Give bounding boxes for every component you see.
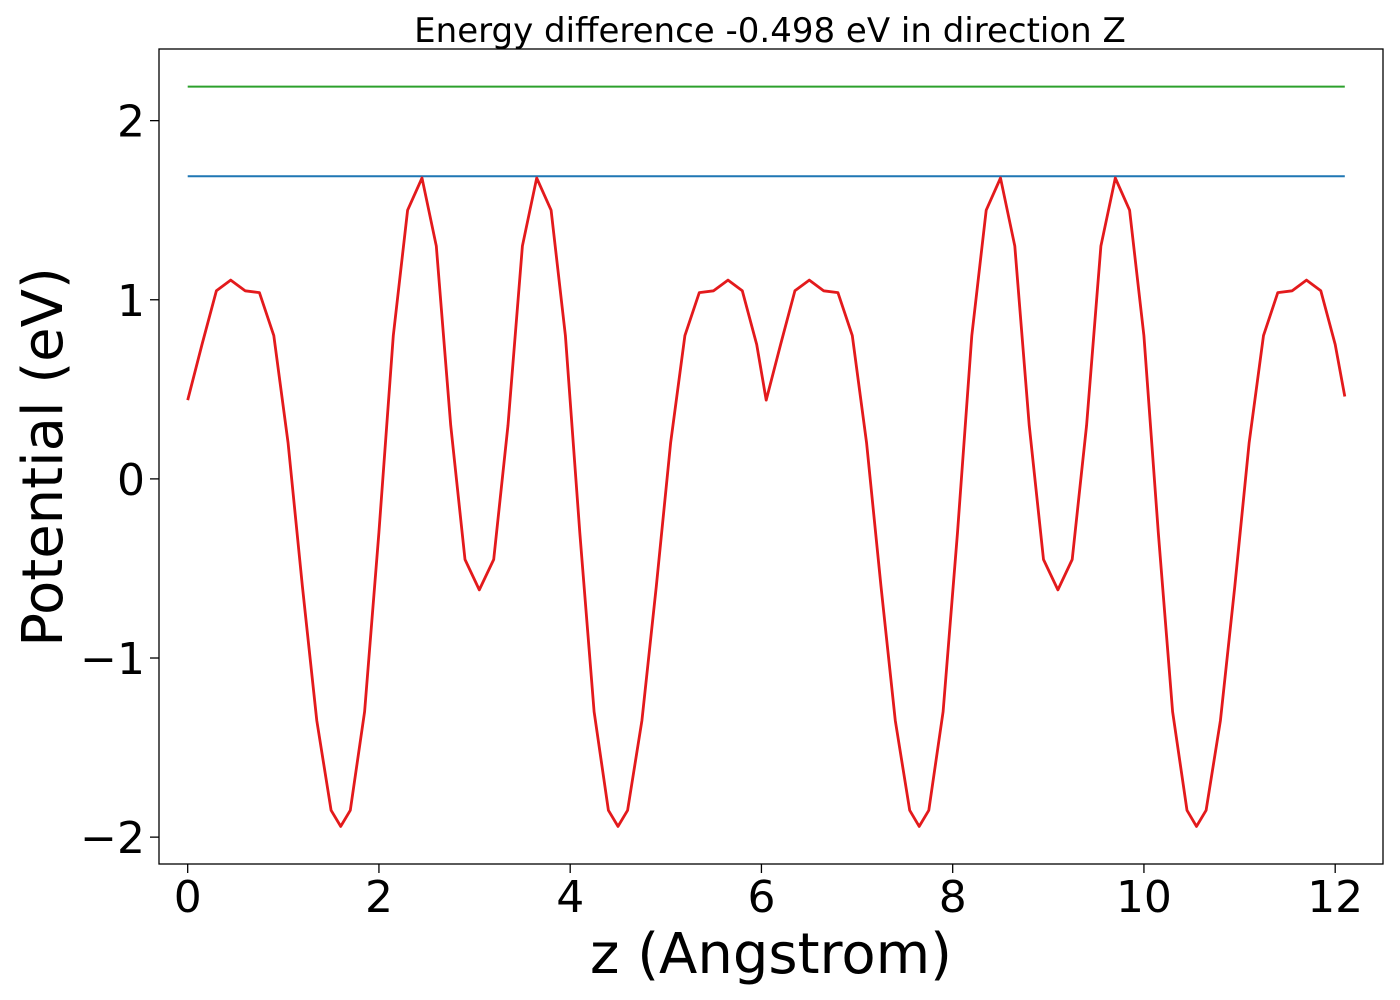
y-tick-label: −2 <box>80 813 145 864</box>
series-layer <box>186 85 1347 828</box>
series-line-2 <box>186 176 1347 828</box>
x-tick-label: 2 <box>365 872 393 923</box>
x-tick-label: 6 <box>747 872 775 923</box>
x-tick-label: 10 <box>1116 872 1172 923</box>
x-tick-label: 0 <box>174 872 202 923</box>
plot-frame <box>158 48 1384 865</box>
x-tick-label: 12 <box>1307 872 1363 923</box>
chart-title: Energy difference -0.498 eV in direction… <box>414 11 1126 51</box>
x-tick-label: 8 <box>939 872 967 923</box>
x-axis-title: z (Angstrom) <box>590 922 952 987</box>
y-axis-title: Potential (eV) <box>11 267 76 647</box>
y-tick-label: −1 <box>80 634 145 685</box>
y-tick-label: 1 <box>117 276 145 327</box>
y-tick-label: 2 <box>117 97 145 148</box>
y-tick-label: 0 <box>117 455 145 506</box>
x-tick-label: 4 <box>556 872 584 923</box>
